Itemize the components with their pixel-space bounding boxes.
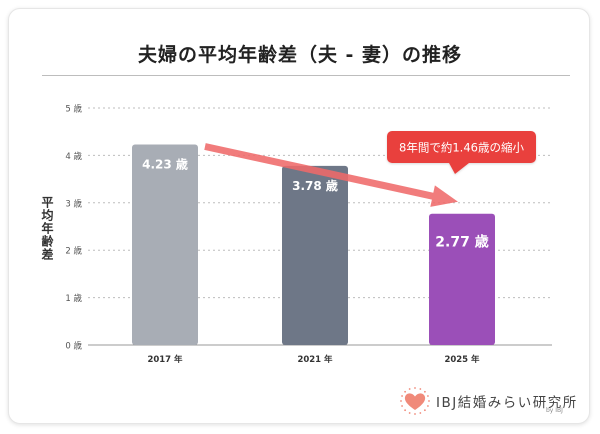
heart-dot (401, 405, 403, 407)
heart-dot (419, 412, 422, 414)
y-tick-label: 4 歳 (65, 151, 82, 162)
y-tick-label: 3 歳 (65, 198, 82, 209)
heart-dot (414, 413, 416, 415)
heart-dot (404, 409, 407, 412)
title-divider (42, 75, 570, 76)
callout-box (387, 131, 536, 163)
callout-text: 8年間で約1.46歳の縮小 (399, 141, 524, 155)
heart-dot (408, 388, 411, 390)
bar (429, 213, 495, 345)
bar-value-label: 4.23 歳 (142, 156, 188, 171)
y-axis-label: 平均年齢差 (40, 196, 54, 261)
heart-dot (404, 390, 407, 393)
x-tick-label: 2025 年 (444, 354, 480, 365)
heart-dot (423, 390, 426, 393)
trend-arrow (204, 143, 458, 207)
heart-dot (400, 400, 402, 402)
bar-value-label: 2.77 歳 (435, 234, 488, 251)
heart-dot (427, 395, 429, 397)
y-tick-label: 0 歳 (65, 341, 82, 352)
heart-dot (428, 400, 430, 402)
x-tick-label: 2017 年 (147, 354, 183, 365)
heart-dot (408, 412, 411, 414)
logo-text: IBJ結婚みらい研究所 (436, 395, 578, 411)
y-tick-label: 5 歳 (65, 104, 82, 115)
heart-icon (400, 387, 430, 415)
y-tick-label: 2 歳 (65, 246, 82, 257)
callout-bubble (387, 131, 536, 174)
heart-dot (419, 388, 422, 390)
heart-dot (423, 409, 426, 412)
bar (282, 165, 348, 345)
callout-pointer (449, 163, 469, 174)
ibj-logo: IBJ結婚みらい研究所 (398, 386, 578, 416)
heart-dot (401, 395, 403, 397)
bar-value-label: 3.78 歳 (292, 178, 338, 193)
heart-dot (414, 387, 416, 389)
bar (132, 144, 198, 345)
logo-sub: by IBJ (546, 407, 563, 414)
y-tick-label: 1 歳 (65, 293, 82, 304)
heart-dot (427, 405, 429, 407)
x-tick-label: 2021 年 (297, 354, 333, 365)
chart-title: 夫婦の平均年齢差（夫 - 妻）の推移 (137, 44, 463, 66)
